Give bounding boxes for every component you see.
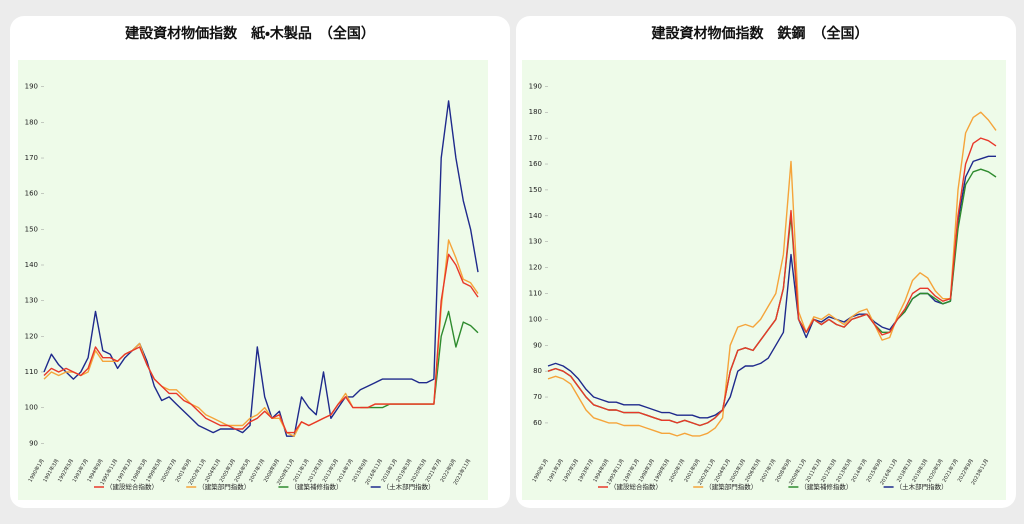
y-tick-label: 190 xyxy=(529,82,542,90)
plot-area xyxy=(18,60,488,500)
y-tick-label: 180 xyxy=(25,118,38,126)
y-tick-label: 180 xyxy=(529,108,542,116)
legend-label: （建築部門指数） xyxy=(705,482,757,491)
y-tick-label: 100 xyxy=(529,315,542,323)
legend-label: （建築補修指数） xyxy=(290,482,342,491)
plot-area xyxy=(522,60,1006,500)
chart-title: 建設資材物価指数 紙・木製品 （全国） xyxy=(124,25,375,42)
y-tick-label: 80 xyxy=(533,367,542,375)
y-tick-label: 100 xyxy=(25,404,38,412)
series-line xyxy=(547,137,997,427)
legend-label: （土木部門指数） xyxy=(383,482,435,491)
y-tick-label: 110 xyxy=(529,289,542,297)
chart-title: 建設資材物価指数 鉄鋼 （全国） xyxy=(651,25,869,42)
y-tick-label: 140 xyxy=(25,261,38,269)
y-tick-label: 120 xyxy=(25,332,38,340)
legend-label: （建設総合指数） xyxy=(610,482,662,491)
series-line xyxy=(547,111,997,437)
legend-label: （建築補修指数） xyxy=(800,482,852,491)
y-tick-label: 110 xyxy=(25,368,38,376)
y-tick-label: 130 xyxy=(529,238,542,246)
y-tick-label: 170 xyxy=(529,134,542,142)
y-tick-label: 140 xyxy=(529,212,542,220)
y-tick-label: 60 xyxy=(533,419,542,427)
y-tick-label: 170 xyxy=(25,154,38,162)
legend-label: （建設総合指数） xyxy=(106,482,158,491)
y-tick-label: 150 xyxy=(25,225,38,233)
y-tick-label: 130 xyxy=(25,297,38,305)
legend-label: （建築部門指数） xyxy=(198,482,250,491)
y-tick-label: 160 xyxy=(529,160,542,168)
y-tick-label: 70 xyxy=(533,393,542,401)
y-tick-label: 160 xyxy=(25,190,38,198)
y-tick-label: 120 xyxy=(529,264,542,272)
y-tick-label: 90 xyxy=(29,439,38,447)
y-tick-label: 190 xyxy=(25,83,38,91)
y-tick-label: 90 xyxy=(533,341,542,349)
series-line xyxy=(43,100,479,437)
legend-label: （土木部門指数） xyxy=(896,482,948,491)
series-line xyxy=(43,253,479,434)
y-tick-label: 150 xyxy=(529,186,542,194)
